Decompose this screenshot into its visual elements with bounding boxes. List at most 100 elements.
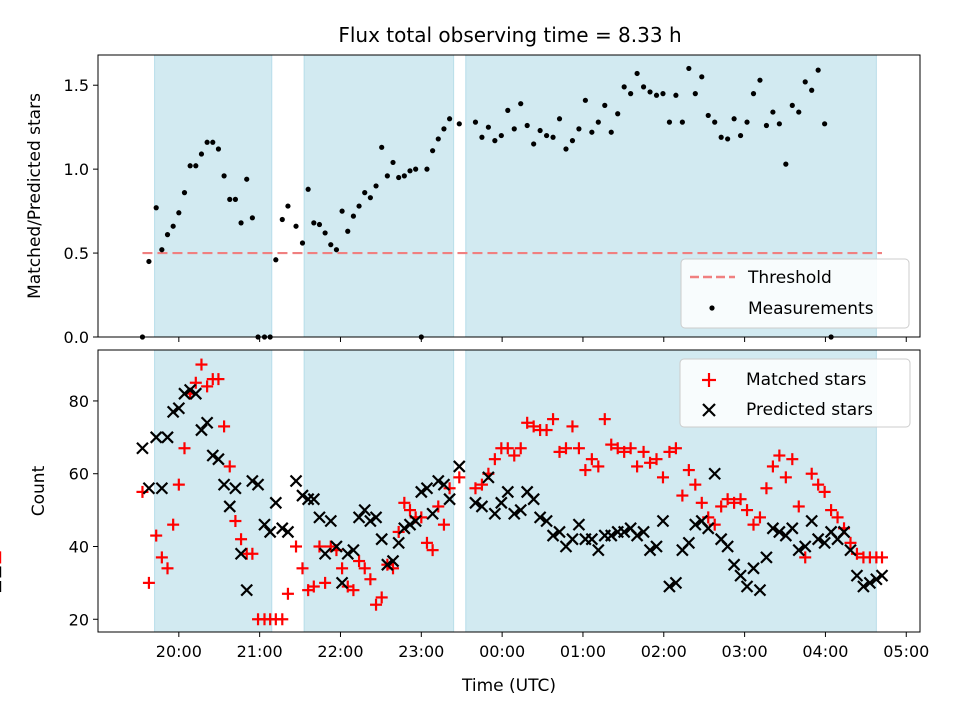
- bottom-legend: Matched stars Predicted stars: [679, 358, 911, 428]
- predicted-star-point: [258, 518, 271, 531]
- matched-star-point: [559, 442, 572, 455]
- top-x-axis-ticks: [178, 337, 907, 342]
- predicted-star-point: [142, 481, 156, 495]
- x-tick-label: 20:00: [156, 642, 202, 661]
- matched-star-point: [799, 551, 812, 564]
- measurement-point: [595, 119, 601, 125]
- predicted-star-point: [223, 500, 237, 513]
- measurement-point: [576, 126, 582, 132]
- predicted-star-point: [837, 525, 851, 539]
- predicted-star-point: [844, 543, 857, 557]
- measurement-point: [441, 126, 447, 132]
- top-y-axis-ticks: 0.0 0.5 1.0 1.5: [64, 76, 98, 347]
- measurement-point: [712, 119, 718, 125]
- predicted-star-point: [786, 522, 799, 535]
- matched-star-point: [307, 580, 320, 593]
- matched-star-point: [631, 460, 644, 473]
- x-tick-label: 01:00: [560, 642, 606, 661]
- predicted-star-point: [875, 569, 889, 582]
- measurement-point: [783, 161, 789, 167]
- top-plot-frame: [97, 54, 921, 338]
- predicted-star-point: [234, 547, 248, 561]
- measurement-point: [789, 102, 795, 108]
- matched-star-point: [818, 485, 831, 498]
- predicted-star-point: [604, 529, 618, 542]
- matched-star-point: [347, 584, 360, 597]
- matched-star-point: [747, 518, 760, 531]
- measurement-point: [249, 215, 255, 221]
- predicted-star-point: [495, 496, 508, 510]
- measurement-point: [569, 138, 576, 144]
- measurement-point: [159, 247, 165, 253]
- predicted-star-point: [364, 514, 377, 528]
- measurement-point: [763, 122, 770, 129]
- matched-star-point: [189, 376, 202, 389]
- matched-star-point: [876, 551, 889, 564]
- matched-star-point: [592, 460, 605, 473]
- predicted-star-point: [251, 478, 265, 491]
- matched-star-point: [831, 511, 844, 524]
- predicted-star-point: [281, 525, 295, 539]
- matched-star-point: [319, 576, 332, 589]
- measurement-point: [379, 144, 385, 150]
- matched-star-point: [178, 442, 191, 455]
- predicted-star-point: [857, 580, 870, 593]
- predicted-star-point: [352, 511, 366, 524]
- measurement-point: [204, 139, 210, 145]
- x-axis-label: Time (UTC): [461, 676, 556, 696]
- legend-measurements-label: Measurements: [748, 299, 874, 319]
- measurement-point: [193, 163, 199, 169]
- measurement-point: [615, 111, 621, 117]
- top-legend: Threshold Measurements: [680, 258, 910, 329]
- predicted-star-point: [701, 522, 715, 535]
- predicted-star-point: [392, 536, 405, 550]
- measurement-point: [176, 210, 182, 216]
- measurement-point: [328, 242, 334, 248]
- predicted-star-point: [276, 522, 289, 535]
- predicted-stars-layer: [0, 383, 889, 597]
- measurement-point: [556, 116, 563, 122]
- measurement-point: [413, 166, 419, 172]
- top-legend-box: [680, 258, 910, 329]
- predicted-star-point: [850, 569, 864, 582]
- measurement-point: [170, 223, 176, 229]
- matched-star-point: [553, 445, 566, 458]
- matched-star-point: [364, 573, 377, 586]
- matched-star-point: [572, 442, 585, 455]
- matched-star-point: [235, 533, 248, 546]
- predicted-star-point: [324, 514, 338, 528]
- chart-title: Flux total observing time = 8.33 h: [338, 23, 681, 47]
- measurement-point: [279, 216, 285, 223]
- predicted-star-point: [403, 518, 417, 531]
- predicted-star-point: [553, 525, 566, 539]
- matched-star-point: [142, 576, 155, 589]
- measurement-point: [543, 132, 550, 139]
- measurement-point: [146, 258, 152, 265]
- matched-star-point: [370, 598, 383, 611]
- measurement-point: [679, 119, 685, 125]
- measurement-point: [770, 109, 776, 115]
- predicted-star-point: [375, 532, 388, 546]
- predicted-star-point: [398, 522, 411, 535]
- predicted-star-point: [734, 569, 747, 582]
- measurement-point: [602, 102, 608, 108]
- predicted-star-point: [313, 511, 326, 524]
- measurement-point: [356, 203, 362, 209]
- measurement-point: [776, 121, 782, 127]
- predicted-star-point: [212, 452, 225, 466]
- predicted-star-point: [585, 532, 599, 546]
- measurement-point: [311, 220, 317, 226]
- measurement-point: [472, 119, 479, 125]
- predicted-star-point: [792, 543, 806, 557]
- measurement-point: [582, 97, 588, 103]
- matched-star-point: [695, 496, 708, 509]
- matched-star-point: [432, 500, 445, 513]
- measurement-point: [518, 101, 524, 107]
- predicted-star-point: [335, 576, 349, 590]
- measurement-point: [699, 74, 705, 80]
- observing-window: [154, 349, 273, 633]
- predicted-star-point: [381, 558, 394, 571]
- predicted-star-point: [650, 540, 663, 553]
- measurement-point: [686, 65, 692, 72]
